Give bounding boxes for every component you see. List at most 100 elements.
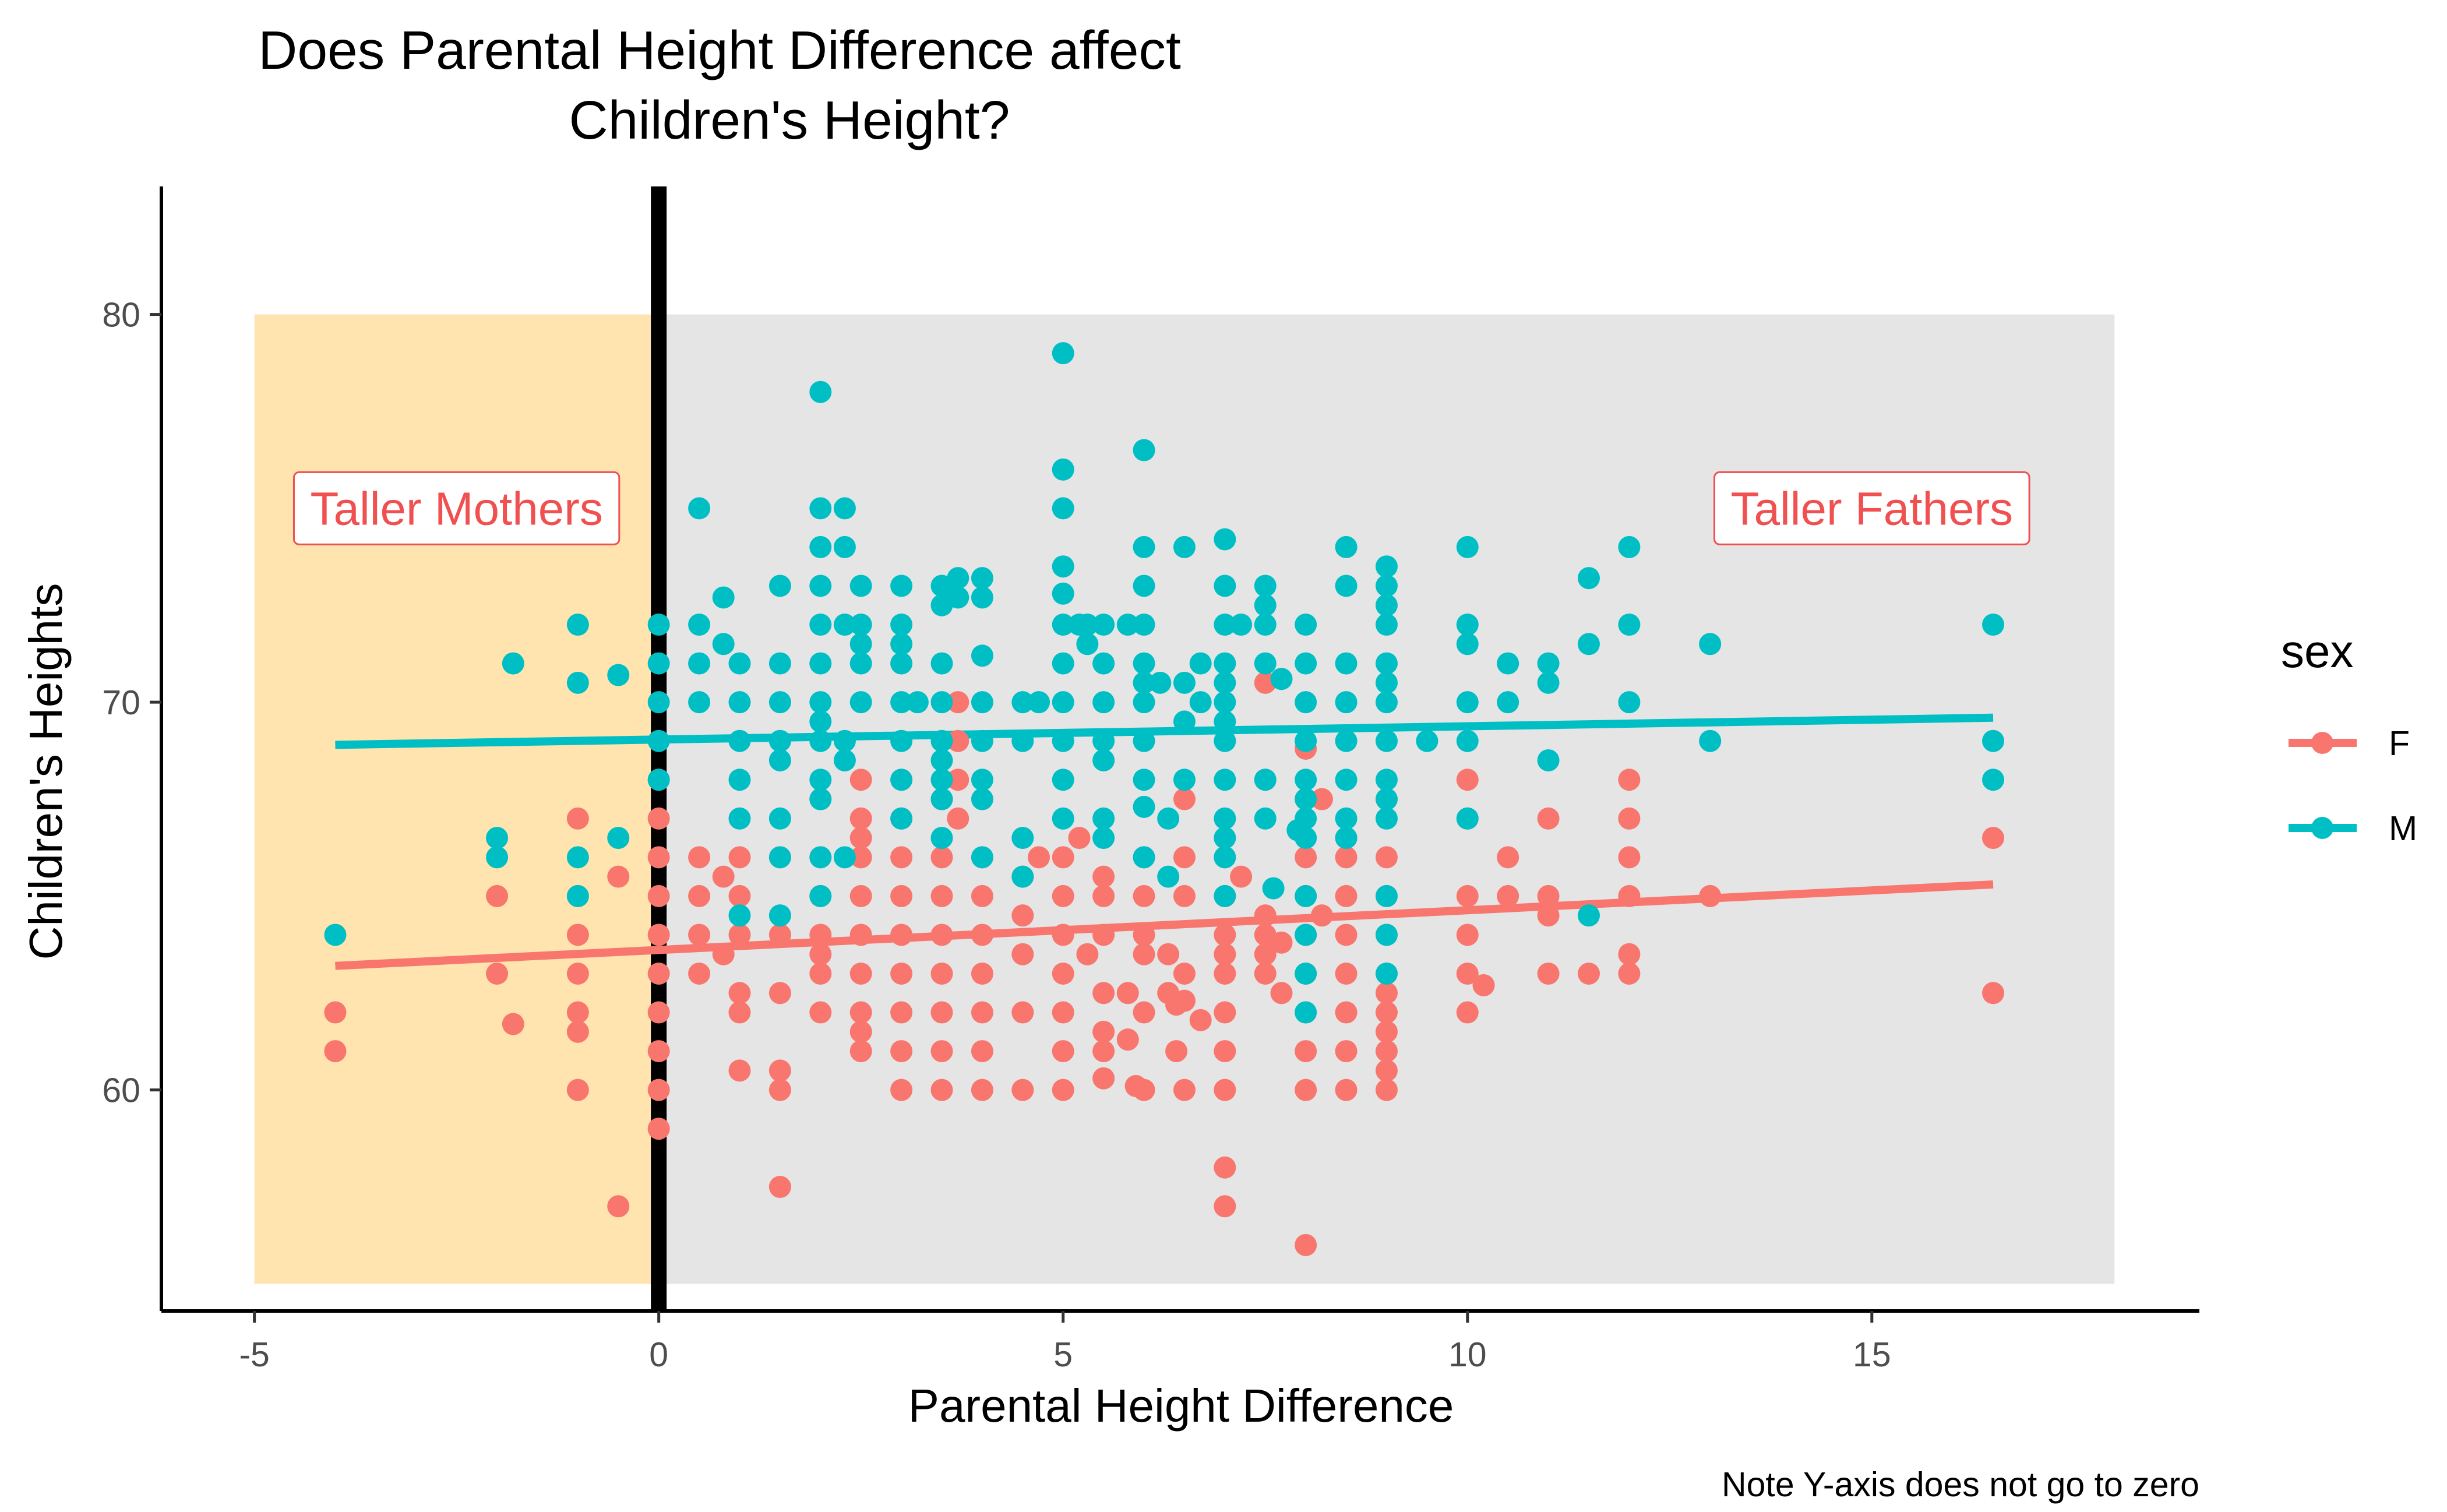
data-point-m [809,575,832,597]
data-point-m [971,846,993,869]
annotations: Taller Mothers Taller Fathers [292,471,2030,545]
data-point-m [688,497,711,520]
data-point-f [1456,963,1479,985]
data-point-m [1214,671,1236,694]
data-point-f [607,1195,630,1218]
data-point-m [1375,614,1398,636]
data-point-f [971,884,993,907]
y-tick-label: 80 [102,296,140,334]
data-point-f [1133,1001,1155,1024]
series-m-points [324,342,2005,1024]
data-point-m [728,769,751,791]
data-point-f [1214,943,1236,965]
data-point-f [728,884,751,907]
data-point-m [1092,652,1115,675]
data-point-m [712,586,735,609]
data-point-f [809,1001,832,1024]
data-point-m [1577,904,1600,927]
data-point-f [1982,827,2005,850]
data-point-f [849,963,872,985]
data-point-f [1537,884,1560,907]
data-point-m [1011,827,1034,850]
data-point-m [1295,924,1317,946]
data-point-f [728,1059,751,1082]
data-point-m [1173,671,1196,694]
data-point-m [1133,439,1155,461]
data-point-f [1133,943,1155,965]
data-point-m [1295,691,1317,714]
data-point-f [1214,1040,1236,1063]
data-point-m [809,535,832,558]
data-point-m [1335,691,1358,714]
data-point-m [688,691,711,714]
data-point-m [890,575,913,597]
data-point-m [1133,846,1155,869]
data-point-m [930,691,953,714]
data-point-m [1133,535,1155,558]
data-point-f [647,1040,670,1063]
data-point-m [768,691,791,714]
data-point-f [566,924,589,946]
data-point-m [1173,710,1196,733]
data-point-f [1618,943,1641,965]
data-point-m [1456,614,1479,636]
data-point-m [930,788,953,810]
legend-item-m: M [2289,809,2417,848]
data-point-m [1456,633,1479,655]
data-point-m [890,729,913,752]
data-point-m [971,691,993,714]
data-point-m [1335,535,1358,558]
data-point-f [1335,884,1358,907]
data-point-f [1052,1001,1074,1024]
data-point-f [647,807,670,830]
data-point-m [768,904,791,927]
data-point-m [1375,594,1398,616]
data-point-m [809,729,832,752]
data-point-f [1052,884,1074,907]
data-point-m [1262,877,1285,900]
data-point-m [1214,710,1236,733]
data-point-m [502,652,524,675]
data-point-m [486,846,509,869]
data-point-m [1335,729,1358,752]
data-point-m [833,749,856,771]
data-point-f [1295,1079,1317,1101]
data-point-f [1214,1001,1236,1024]
data-point-m [1537,749,1560,771]
data-point-f [947,769,969,791]
data-point-m [1618,614,1641,636]
data-point-f [1052,1040,1074,1063]
data-point-f [1335,846,1358,869]
data-point-m [1982,769,2005,791]
data-point-f [1537,807,1560,830]
legend-item-f: F [2289,724,2410,763]
data-point-m [809,614,832,636]
data-point-m [849,691,872,714]
x-tick-label: -5 [239,1335,269,1374]
data-point-m [1092,749,1115,771]
data-point-f [1456,1001,1479,1024]
data-point-m [1286,819,1309,841]
data-point-m [1116,614,1139,636]
data-point-m [728,691,751,714]
data-point-m [890,614,913,636]
data-point-m [1214,884,1236,907]
data-point-f [930,846,953,869]
data-point-f [1699,884,1722,907]
axes [160,186,2199,1313]
data-point-m [566,614,589,636]
data-point-m [1214,575,1236,597]
data-point-m [1375,575,1398,597]
data-point-f [1375,1040,1398,1063]
data-point-f [647,1001,670,1024]
data-point-m [906,691,929,714]
data-point-m [809,769,832,791]
trend-line-m [335,713,1994,749]
data-point-f [930,924,953,946]
data-point-m [1254,807,1277,830]
data-point-m [1375,691,1398,714]
data-point-f [1116,982,1139,1005]
data-point-f [849,884,872,907]
data-point-m [1335,575,1358,597]
data-point-m [607,827,630,850]
